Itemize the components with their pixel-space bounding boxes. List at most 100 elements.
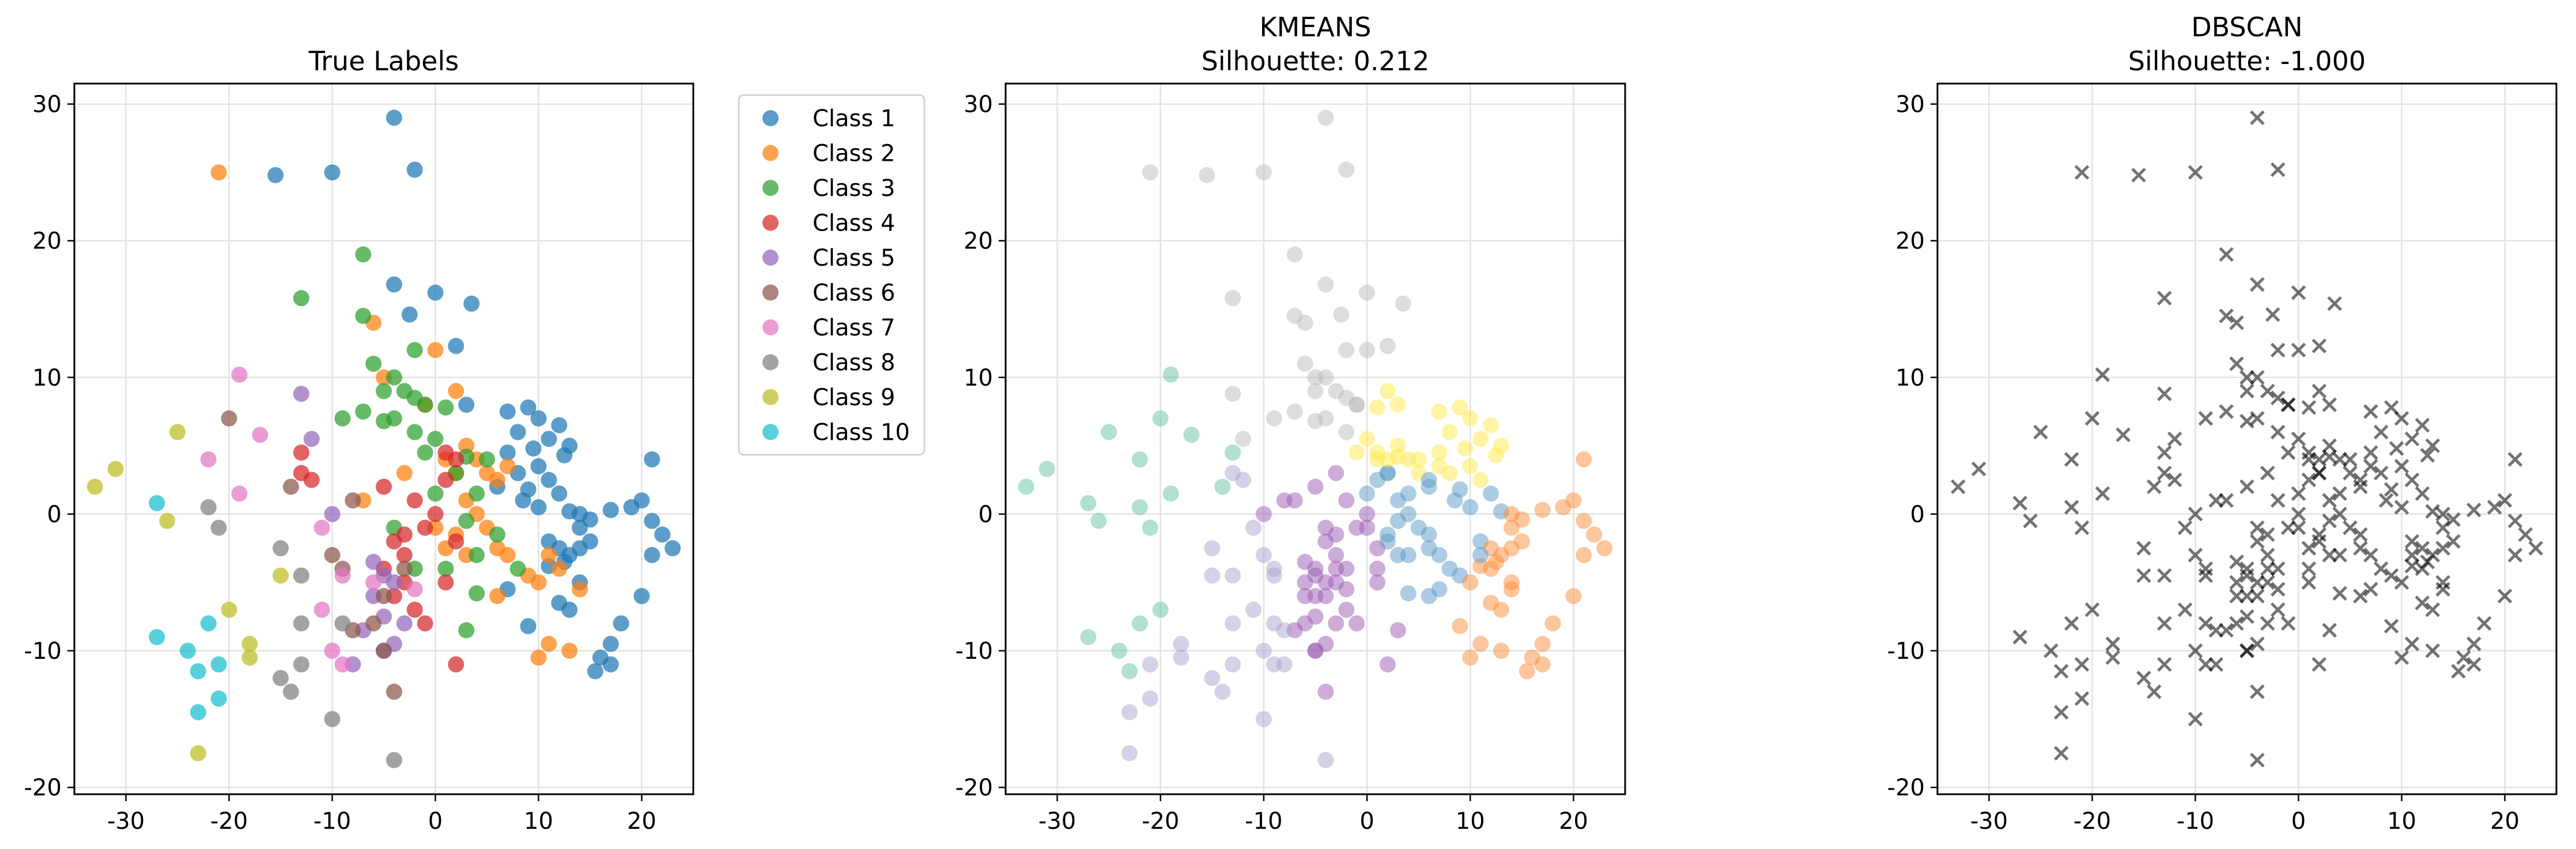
x-tick-label: -30	[1038, 808, 1076, 835]
data-point	[293, 567, 309, 584]
data-point	[200, 615, 217, 632]
data-point-x	[2311, 656, 2327, 672]
data-point-x	[2415, 486, 2430, 501]
data-point	[572, 581, 588, 598]
data-point	[479, 451, 495, 468]
data-point	[1245, 601, 1261, 618]
data-point-x	[2157, 616, 2172, 631]
data-point-x	[2074, 165, 2090, 180]
data-point	[1359, 342, 1376, 359]
data-point-x	[2188, 165, 2203, 180]
data-point	[613, 615, 629, 632]
legend-label: Class 7	[813, 315, 895, 341]
data-point-x	[2378, 493, 2394, 508]
x-tick-label: -30	[107, 808, 145, 835]
data-point	[252, 427, 269, 443]
data-point	[406, 601, 423, 618]
legend-marker	[762, 214, 779, 231]
data-point	[437, 560, 454, 577]
data-point	[1431, 403, 1448, 420]
data-point	[169, 424, 186, 440]
data-point-x	[2208, 493, 2224, 508]
data-point-x	[2327, 296, 2342, 311]
y-tick-label: -10	[955, 638, 993, 665]
data-point	[1173, 649, 1189, 666]
panel-title: True Labels	[308, 46, 459, 77]
data-point-x	[2250, 534, 2265, 549]
data-point-x	[2322, 449, 2337, 465]
data-point	[1359, 505, 1376, 522]
legend-label: Class 9	[813, 384, 895, 411]
data-point	[303, 431, 320, 447]
data-point-x	[2373, 561, 2389, 576]
data-point	[541, 431, 557, 447]
data-point	[345, 492, 361, 509]
data-point	[541, 547, 557, 564]
data-point-x	[2301, 561, 2317, 576]
legend-marker	[762, 180, 779, 196]
data-point	[1199, 167, 1215, 183]
data-point	[1297, 553, 1313, 570]
data-point-x	[2415, 541, 2430, 556]
data-point-x	[2064, 500, 2079, 515]
data-point-x	[2198, 616, 2214, 631]
data-point-x	[2384, 568, 2399, 583]
data-point-x	[2229, 575, 2244, 590]
data-point	[376, 478, 392, 495]
data-point	[1369, 399, 1385, 416]
data-point-x	[2239, 479, 2254, 495]
data-point	[427, 284, 444, 301]
data-point	[541, 636, 557, 652]
data-point-x	[2291, 486, 2306, 501]
data-point	[499, 547, 516, 564]
panel-subtitle: Silhouette: -1.000	[2128, 46, 2366, 77]
data-point	[530, 649, 547, 666]
data-point	[644, 512, 660, 529]
data-point	[469, 547, 485, 564]
data-point	[1462, 574, 1479, 591]
data-point	[654, 526, 671, 543]
data-point	[1152, 410, 1169, 427]
data-point-x	[2188, 507, 2203, 522]
data-point-x	[2229, 356, 2244, 371]
data-point-x	[2435, 575, 2450, 590]
data-point-x	[2044, 643, 2058, 658]
x-tick-label: -10	[2177, 808, 2214, 835]
data-point-x	[2451, 663, 2466, 679]
data-point-x	[2270, 342, 2286, 358]
data-point-x	[2239, 383, 2254, 399]
data-point-x	[2404, 636, 2420, 651]
data-point	[1576, 512, 1592, 529]
data-point-x	[2095, 486, 2110, 501]
data-point	[406, 424, 423, 440]
legend-label: Class 10	[813, 420, 910, 446]
data-point	[1452, 399, 1468, 416]
data-point-x	[2136, 541, 2151, 556]
data-point	[427, 505, 444, 522]
data-point	[1483, 560, 1499, 577]
data-point	[1410, 451, 1427, 468]
data-point	[1328, 560, 1344, 577]
data-point	[1400, 547, 1417, 564]
data-point-x	[2384, 482, 2399, 497]
data-point	[376, 643, 392, 659]
axes-frame	[1004, 82, 1626, 795]
data-point	[1214, 684, 1231, 700]
data-point	[1534, 501, 1551, 518]
data-point	[1328, 615, 1344, 632]
data-point	[1162, 367, 1179, 383]
x-tick-label: 20	[1559, 808, 1588, 835]
x-tick-label: 10	[1456, 808, 1485, 835]
data-point-x	[2157, 466, 2172, 481]
data-point-x	[2384, 618, 2399, 634]
data-point	[427, 431, 444, 447]
data-point	[1421, 526, 1437, 543]
data-point	[530, 499, 547, 516]
data-point	[1431, 458, 1448, 474]
data-point-x	[2280, 520, 2296, 535]
legend-marker	[762, 145, 779, 161]
x-tick-label: 10	[524, 808, 553, 835]
data-point-x	[2157, 656, 2172, 672]
legend-marker	[762, 284, 779, 301]
data-point	[551, 417, 568, 433]
